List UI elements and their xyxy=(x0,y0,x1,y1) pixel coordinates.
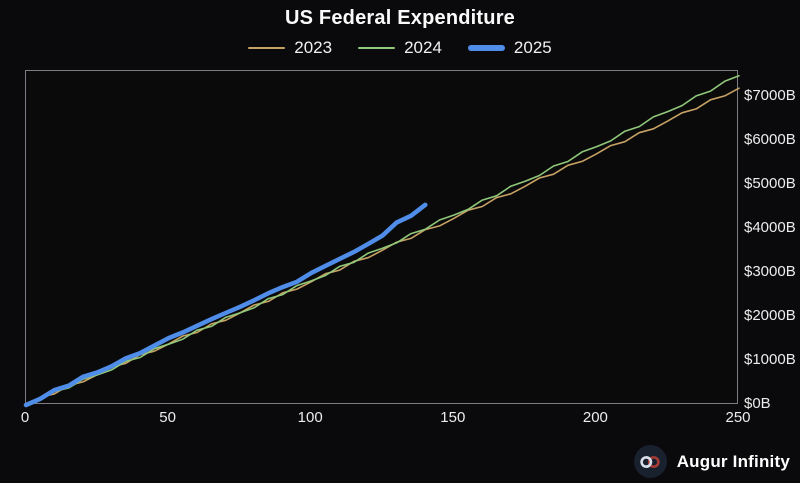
y-axis-tick-label: $6000B xyxy=(744,130,796,148)
legend-label: 2025 xyxy=(513,38,552,57)
legend: 2023 2024 2025 xyxy=(0,38,800,58)
y-axis-tick-label: $7000B xyxy=(744,86,796,104)
x-axis-tick-label: 250 xyxy=(725,409,751,426)
series-line-2023 xyxy=(25,87,740,406)
brand-name: Augur Infinity xyxy=(676,451,790,471)
page-title: US Federal Expenditure xyxy=(284,7,515,29)
series-line-2024 xyxy=(25,75,740,406)
x-axis-tick-label: 200 xyxy=(582,409,608,426)
series-line-2025 xyxy=(23,202,428,408)
y-axis-tick-label: $0B xyxy=(744,395,771,412)
legend-line-2023-icon xyxy=(248,47,286,49)
legend-item-2023[interactable]: 2023 xyxy=(248,38,332,58)
legend-line-2024-icon xyxy=(358,47,396,49)
y-axis-tick-label: $3000B xyxy=(744,262,796,280)
plot-area[interactable] xyxy=(23,70,740,408)
y-axis-tick-label: $5000B xyxy=(744,174,796,192)
y-axis-tick-label: $4000B xyxy=(744,218,796,236)
x-axis-tick-label: 0 xyxy=(20,409,30,426)
line-chart[interactable] xyxy=(23,71,740,408)
x-axis-tick-label: 150 xyxy=(440,409,466,426)
legend-label: 2024 xyxy=(404,38,442,57)
legend-item-2024[interactable]: 2024 xyxy=(358,38,442,58)
legend-item-2025[interactable]: 2025 xyxy=(467,38,552,58)
legend-label: 2023 xyxy=(294,38,333,57)
y-axis-tick-label: $2000B xyxy=(744,306,796,324)
infinity-icon xyxy=(633,445,667,478)
x-axis-tick-label: 100 xyxy=(297,409,323,426)
y-axis-tick-label: $1000B xyxy=(744,350,796,368)
legend-line-2025-icon xyxy=(467,45,505,51)
brand-watermark: Augur Infinity xyxy=(633,445,790,478)
x-axis-tick-label: 50 xyxy=(159,409,176,426)
